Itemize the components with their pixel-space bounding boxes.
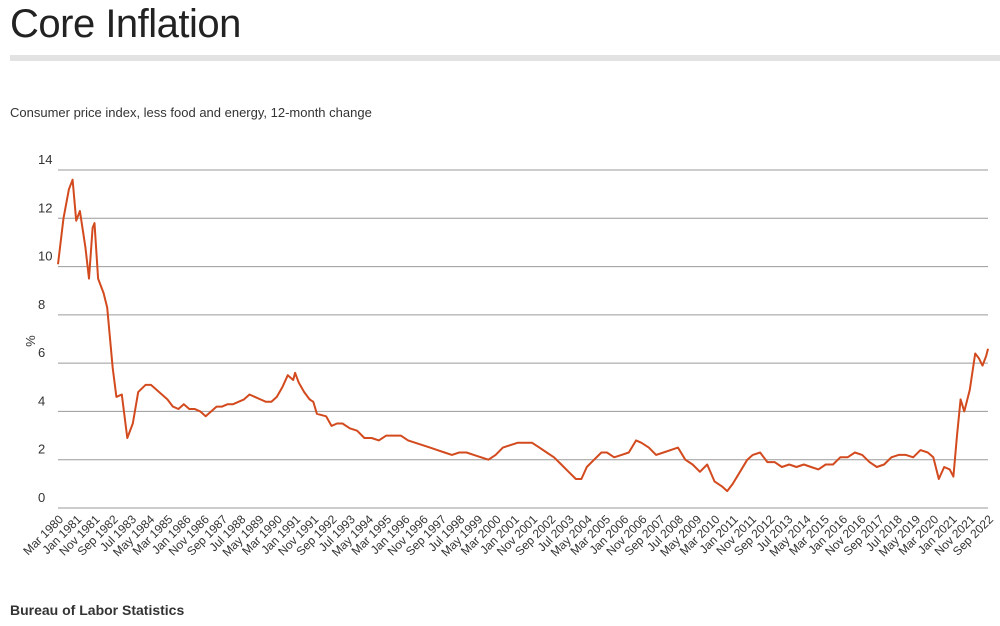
chart-subtitle: Consumer price index, less food and ener… xyxy=(10,105,372,120)
y-tick-label: 12 xyxy=(38,200,52,215)
y-axis-ticks: 0 2 4 6 8 10 12 14 xyxy=(38,152,52,505)
series-line-0 xyxy=(57,178,989,493)
y-tick-label: 0 xyxy=(38,490,45,505)
gridlines xyxy=(58,169,988,509)
y-tick-label: 2 xyxy=(38,442,45,457)
y-tick-label: 14 xyxy=(38,152,52,167)
y-tick-label: 10 xyxy=(38,249,52,264)
y-axis-label: % xyxy=(23,335,38,347)
series-layer xyxy=(57,178,989,493)
source-note: Bureau of Labor Statistics xyxy=(10,602,185,618)
y-tick-label: 6 xyxy=(38,345,45,360)
y-tick-label: 4 xyxy=(38,393,45,408)
title-divider xyxy=(10,55,1000,61)
y-tick-label: 8 xyxy=(38,297,45,312)
chart-title: Core Inflation xyxy=(10,2,241,46)
